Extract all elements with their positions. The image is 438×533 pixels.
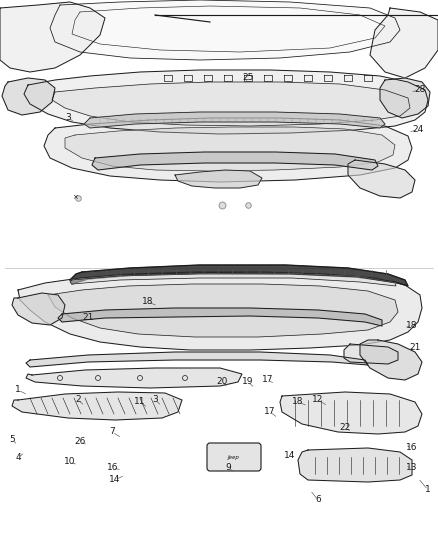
Text: 21: 21 bbox=[82, 313, 94, 322]
Polygon shape bbox=[2, 78, 55, 115]
Text: 5: 5 bbox=[9, 435, 15, 445]
Polygon shape bbox=[12, 392, 182, 420]
Text: 10: 10 bbox=[64, 457, 76, 466]
Polygon shape bbox=[380, 78, 430, 118]
Text: 26: 26 bbox=[74, 438, 86, 447]
Polygon shape bbox=[50, 0, 400, 60]
Text: 17: 17 bbox=[264, 408, 276, 416]
Text: 3: 3 bbox=[65, 114, 71, 123]
Polygon shape bbox=[70, 274, 396, 286]
Text: 3: 3 bbox=[152, 395, 158, 405]
Polygon shape bbox=[26, 368, 242, 388]
Text: 24: 24 bbox=[412, 125, 424, 134]
Polygon shape bbox=[24, 70, 428, 134]
Polygon shape bbox=[44, 118, 412, 182]
Text: 1: 1 bbox=[15, 385, 21, 394]
Polygon shape bbox=[18, 272, 422, 350]
Text: 11: 11 bbox=[134, 398, 146, 407]
Text: 14: 14 bbox=[284, 450, 296, 459]
FancyBboxPatch shape bbox=[207, 443, 261, 471]
Text: ×: × bbox=[72, 194, 78, 200]
Text: 21: 21 bbox=[410, 343, 420, 352]
Text: 7: 7 bbox=[109, 427, 115, 437]
Text: 16: 16 bbox=[107, 464, 119, 472]
Polygon shape bbox=[48, 284, 398, 337]
Polygon shape bbox=[298, 448, 412, 482]
Polygon shape bbox=[344, 344, 398, 364]
Polygon shape bbox=[12, 293, 65, 325]
Polygon shape bbox=[370, 8, 438, 78]
Text: 19: 19 bbox=[242, 377, 254, 386]
Text: 9: 9 bbox=[225, 464, 231, 472]
Text: 2: 2 bbox=[75, 395, 81, 405]
Polygon shape bbox=[70, 265, 408, 286]
Text: 17: 17 bbox=[262, 376, 274, 384]
Text: 4: 4 bbox=[15, 454, 21, 463]
Polygon shape bbox=[348, 160, 415, 198]
Text: 13: 13 bbox=[406, 464, 418, 472]
Text: 20: 20 bbox=[216, 377, 228, 386]
Polygon shape bbox=[58, 308, 382, 326]
Polygon shape bbox=[65, 127, 395, 171]
Polygon shape bbox=[0, 2, 105, 72]
Text: 6: 6 bbox=[315, 496, 321, 505]
Polygon shape bbox=[280, 392, 422, 434]
Text: Jeep: Jeep bbox=[228, 456, 240, 461]
Polygon shape bbox=[175, 170, 262, 188]
Text: 18: 18 bbox=[406, 320, 418, 329]
Polygon shape bbox=[26, 352, 368, 367]
Text: 1: 1 bbox=[425, 486, 431, 495]
Polygon shape bbox=[92, 152, 378, 170]
Text: 12: 12 bbox=[312, 395, 324, 405]
Text: 16: 16 bbox=[406, 443, 418, 453]
Text: 14: 14 bbox=[110, 475, 121, 484]
Text: 18: 18 bbox=[142, 297, 154, 306]
Text: 18: 18 bbox=[292, 398, 304, 407]
Text: 28: 28 bbox=[414, 85, 426, 94]
Text: 22: 22 bbox=[339, 424, 351, 432]
Polygon shape bbox=[360, 340, 422, 380]
Polygon shape bbox=[84, 112, 385, 128]
Polygon shape bbox=[52, 82, 410, 126]
Text: 25: 25 bbox=[242, 74, 254, 83]
